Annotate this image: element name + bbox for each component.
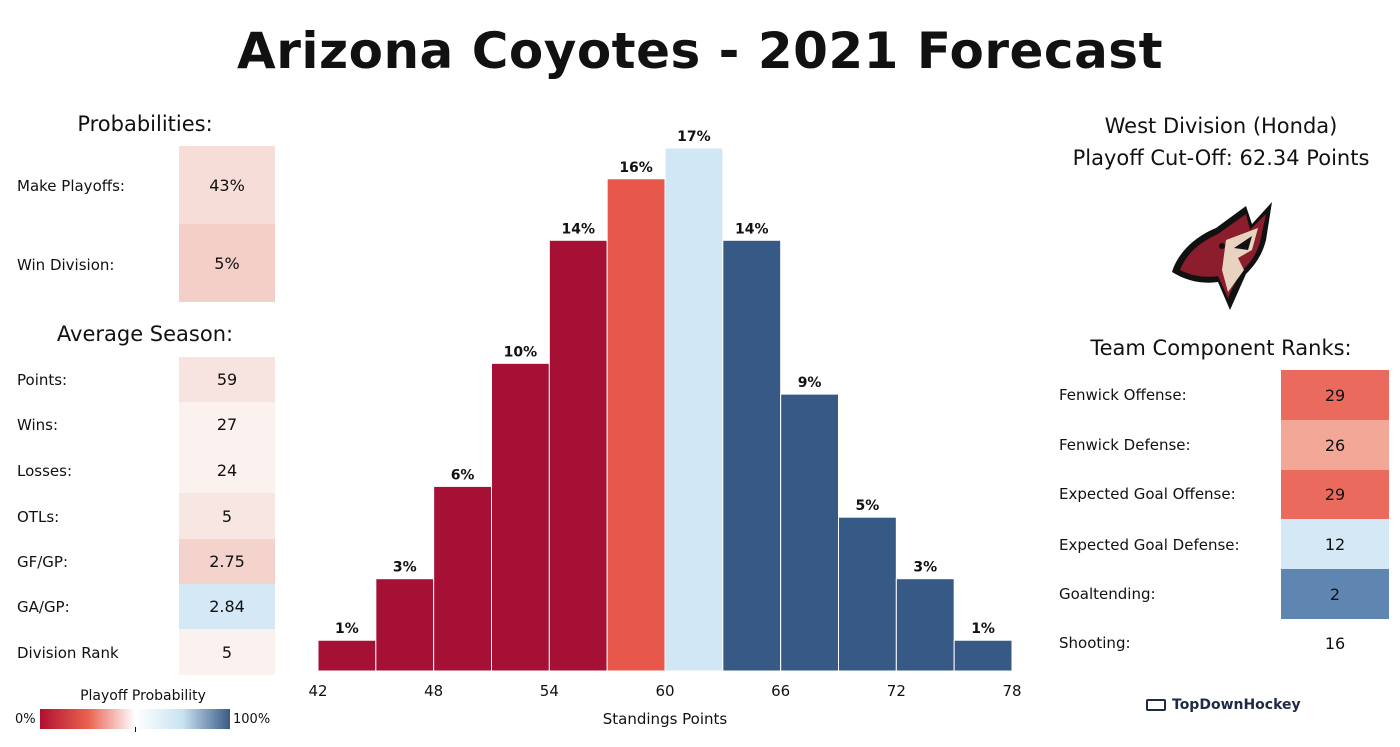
x-tick-label: 60	[655, 682, 674, 700]
legend-min-label: 0%	[15, 712, 36, 727]
wins-label: Wins:	[17, 416, 59, 434]
histogram-bar	[838, 516, 897, 672]
team-ranks-heading: Team Component Ranks:	[1090, 336, 1352, 360]
win-division-value: 5%	[179, 224, 275, 302]
bar-value-label: 10%	[504, 344, 538, 360]
losses-label: Losses:	[17, 462, 72, 480]
legend-gradient-bar	[40, 709, 230, 729]
losses-value: 24	[179, 447, 275, 493]
bar-value-label: 14%	[735, 221, 769, 237]
shooting-value: 16	[1281, 619, 1389, 668]
expected-goal-offense-label: Expected Goal Offense:	[1059, 485, 1236, 503]
fenwick-defense-label: Fenwick Defense:	[1059, 436, 1191, 454]
histogram-bar	[780, 393, 839, 672]
playoff-cutoff: Playoff Cut-Off: 62.34 Points	[1072, 146, 1370, 170]
goaltending-label: Goaltending:	[1059, 585, 1156, 603]
bar-value-label: 3%	[393, 560, 417, 576]
fenwick-defense-value: 26	[1281, 420, 1389, 470]
histogram-bar	[491, 362, 550, 672]
gf-gp-label: GF/GP:	[17, 553, 69, 571]
bar-value-label: 1%	[971, 621, 995, 637]
average-season-heading: Average Season:	[56, 322, 234, 346]
bar-value-label: 9%	[798, 375, 822, 391]
points-label: Points:	[17, 371, 68, 389]
points-value: 59	[179, 357, 275, 402]
legend-title: Playoff Probability	[80, 688, 206, 704]
gf-gp-value: 2.75	[179, 539, 275, 584]
histogram-bar	[953, 639, 1013, 672]
brand-name: TopDownHockey	[1172, 697, 1301, 713]
histogram-bar	[317, 639, 377, 672]
fenwick-offense-value: 29	[1281, 370, 1389, 420]
histogram-bar	[433, 485, 493, 672]
division-name: West Division (Honda)	[1104, 114, 1338, 138]
x-tick-label: 54	[540, 682, 559, 700]
expected-goal-defense-label: Expected Goal Defense:	[1059, 536, 1240, 554]
brand-mark: TopDownHockey	[1146, 697, 1301, 713]
division-rank-label: Division Rank	[17, 644, 119, 662]
win-division-label: Win Division:	[17, 256, 115, 274]
ga-gp-value: 2.84	[179, 584, 275, 629]
x-tick-label: 48	[424, 682, 443, 700]
histogram-bar	[606, 178, 666, 672]
legend-current-marker	[135, 727, 136, 732]
histogram-bar	[895, 578, 955, 672]
histogram-bar	[722, 239, 782, 672]
probabilities-heading: Probabilities:	[77, 112, 213, 136]
x-tick-label: 42	[308, 682, 327, 700]
histogram-bar	[664, 147, 724, 672]
expected-goal-defense-value: 12	[1281, 519, 1389, 569]
wins-value: 27	[179, 402, 275, 447]
ga-gp-label: GA/GP:	[17, 598, 70, 616]
bar-value-label: 16%	[619, 160, 653, 176]
otls-label: OTLs:	[17, 508, 60, 526]
otls-value: 5	[179, 493, 275, 539]
coyote-head-logo	[1160, 200, 1280, 315]
make-playoffs-label: Make Playoffs:	[17, 177, 125, 195]
bar-value-label: 14%	[561, 221, 595, 237]
x-axis-label: Standings Points	[603, 710, 728, 728]
histogram-bar	[548, 239, 608, 672]
page-title: Arizona Coyotes - 2021 Forecast	[237, 22, 1163, 80]
x-tick-label: 66	[771, 682, 790, 700]
make-playoffs-value: 43%	[179, 146, 275, 224]
bar-value-label: 6%	[451, 467, 475, 483]
bar-value-label: 3%	[913, 560, 937, 576]
legend-max-label: 100%	[233, 712, 271, 727]
bar-value-label: 5%	[856, 498, 880, 514]
histogram-bar	[375, 578, 435, 672]
bar-value-label: 1%	[335, 621, 359, 637]
rink-icon	[1146, 699, 1166, 711]
goaltending-value: 2	[1281, 569, 1389, 619]
x-tick-label: 72	[887, 682, 906, 700]
division-rank-value: 5	[179, 629, 275, 675]
shooting-label: Shooting:	[1059, 634, 1131, 652]
fenwick-offense-label: Fenwick Offense:	[1059, 386, 1187, 404]
x-tick-label: 78	[1002, 682, 1021, 700]
standings-histogram: 1% 3% 6% 10% 14% 16% 17% 14% 9% 5% 3% 1% 42 48 54 60 66 7…	[308, 129, 1021, 728]
expected-goal-offense-value: 29	[1281, 470, 1389, 519]
bar-value-label: 17%	[677, 129, 711, 145]
